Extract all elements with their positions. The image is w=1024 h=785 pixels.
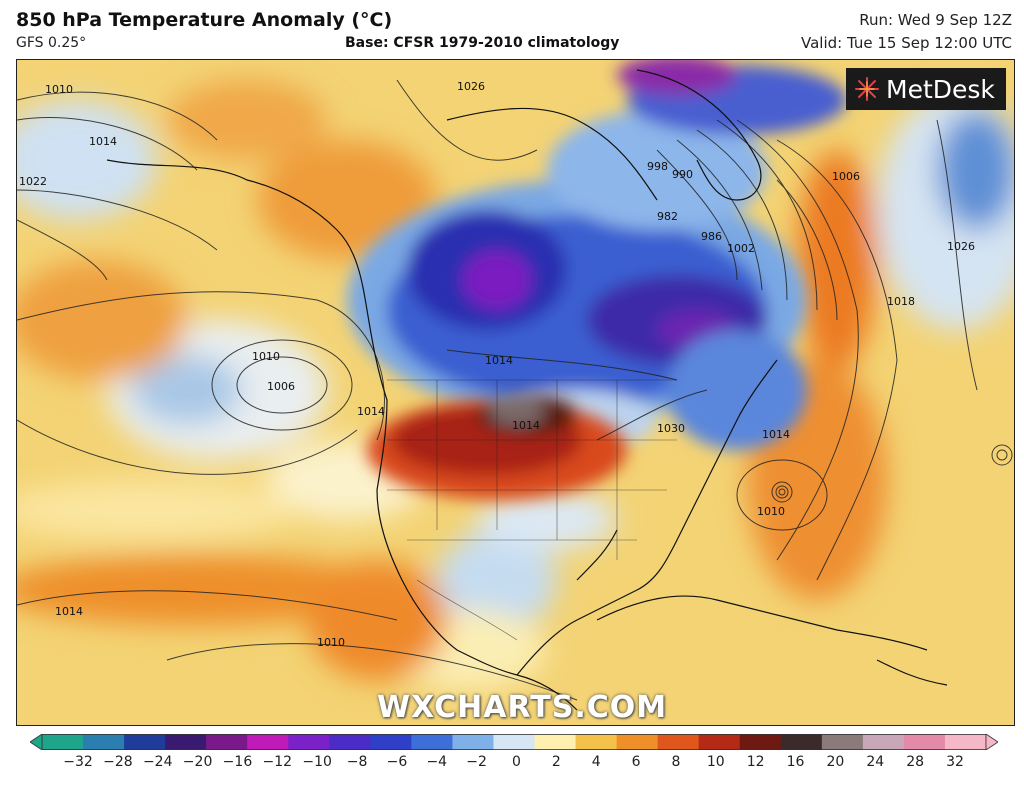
isobar-label: 1014 (357, 405, 385, 418)
colorbar-tick-label: −2 (466, 754, 487, 770)
colorbar-tick-label: −32 (63, 754, 93, 770)
isobar-label: 1014 (89, 135, 117, 148)
colorbar-segment (698, 734, 741, 750)
isobar-labels: 1010 1014 1022 1026 1014 1018 1026 1006 … (19, 80, 975, 649)
map-title: 850 hPa Temperature Anomaly (°C) (16, 9, 393, 31)
isobar-label: 990 (672, 168, 693, 181)
colorbar-segment (534, 734, 577, 750)
isobar-label: 1022 (19, 175, 47, 188)
isobar-label: 1026 (457, 80, 485, 93)
colorbar-tick-label: 10 (706, 754, 725, 770)
isobar-label: 998 (647, 160, 668, 173)
anomaly-shading (17, 80, 1014, 690)
cold-anomaly-shading (347, 60, 847, 450)
anomaly-map: 1010 1014 1022 1026 1014 1018 1026 1006 … (16, 59, 1015, 726)
isobar-label: 982 (657, 210, 678, 223)
colorbar-tick-label: 32 (946, 754, 964, 770)
borders (387, 379, 677, 641)
isobar-label: 1014 (762, 428, 790, 441)
colorbar-segment (206, 734, 248, 750)
colorbar-min-arrow (30, 734, 43, 750)
colorbar-tick-label: 16 (786, 754, 805, 770)
colorbar-segment (493, 734, 536, 750)
isobar-label: 1010 (317, 636, 345, 649)
valid-time: Valid: Tue 15 Sep 12:00 UTC (801, 34, 1012, 52)
colorbar-tick-label: 20 (826, 754, 845, 770)
model-name: GFS 0.25° (16, 35, 87, 51)
colorbar-segment (42, 734, 84, 750)
colorbar-tick-label: −6 (386, 754, 408, 770)
colorbar-segment (124, 734, 166, 750)
isobar-label: 1002 (727, 242, 755, 255)
colorbar-tick-label: −28 (103, 754, 133, 770)
colorbar-tick-label: 12 (746, 754, 765, 770)
climatology-base: Base: CFSR 1979-2010 climatology (345, 35, 620, 51)
colorbar-segment (452, 734, 494, 750)
colorbar-segment (739, 734, 782, 750)
metdesk-logo: MetDesk (846, 68, 1006, 110)
colorbar-segment (780, 734, 823, 750)
metdesk-starburst-icon (855, 77, 879, 101)
isobar-label: 1014 (512, 419, 540, 432)
colorbar-tick-label: −10 (302, 754, 332, 770)
isobar-label: 1006 (832, 170, 860, 183)
colorbar-tick-label: −20 (182, 754, 213, 770)
colorbar-segment (862, 734, 905, 750)
colorbar-segment (411, 734, 453, 750)
colorbar-segment (83, 734, 125, 750)
isobar-label: 1010 (757, 505, 785, 518)
isobar-contours (17, 79, 1013, 701)
colorbar-tick-label: −4 (426, 754, 448, 770)
colorbar-segment (575, 734, 618, 750)
colorbar-tick-label: 24 (866, 754, 885, 770)
colorbar-tick-label: 6 (631, 754, 641, 770)
colorbar-tick-label: 8 (671, 754, 681, 770)
colorbar-segment (288, 734, 330, 750)
map-field: 1010 1014 1022 1026 1014 1018 1026 1006 … (17, 60, 1014, 725)
colorbar-segment (944, 734, 987, 750)
colorbar-segment (821, 734, 864, 750)
isobar-label: 1014 (485, 354, 513, 367)
isobar-label: 1010 (45, 83, 73, 96)
colorbar-tick-label: 4 (591, 754, 601, 770)
colorbar-tick-label: −16 (222, 754, 253, 770)
colorbar-segment (657, 734, 700, 750)
isobar-label: 1018 (887, 295, 915, 308)
isobar-label: 1030 (657, 422, 685, 435)
isobar-label: 1026 (947, 240, 975, 253)
isobar-label: 1006 (267, 380, 295, 393)
colorbar-segment (903, 734, 946, 750)
colorbar-max-arrow (985, 734, 998, 750)
colorbar (30, 734, 998, 750)
coastlines (106, 69, 948, 711)
colorbar-tick-label: −8 (346, 754, 368, 770)
colorbar-segment (329, 734, 371, 750)
isobar-label: 986 (701, 230, 722, 243)
isobar-label: 1014 (55, 605, 83, 618)
colorbar-tick-label: 0 (512, 754, 521, 770)
wxcharts-watermark: WXCHARTS.COM (377, 690, 668, 725)
colorbar-segment (616, 734, 659, 750)
colorbar-segment (370, 734, 412, 750)
colorbar-tick-label: 2 (551, 754, 561, 770)
colorbar-segments (41, 734, 987, 750)
isobar-label: 1010 (252, 350, 280, 363)
colorbar-tick-label: 28 (906, 754, 925, 770)
colorbar-segment (247, 734, 289, 750)
metdesk-logo-text: MetDesk (886, 74, 995, 104)
colorbar-segment (165, 734, 207, 750)
colorbar-ticks: −32 −28 −24 −20 −16 −12 −10 −8 −6 −4 −2 0 2 4 6 8 10 12 16… (0, 754, 1024, 776)
run-time: Run: Wed 9 Sep 12Z (859, 11, 1012, 29)
colorbar-tick-label: −12 (262, 754, 293, 770)
colorbar-tick-label: −24 (142, 754, 173, 770)
